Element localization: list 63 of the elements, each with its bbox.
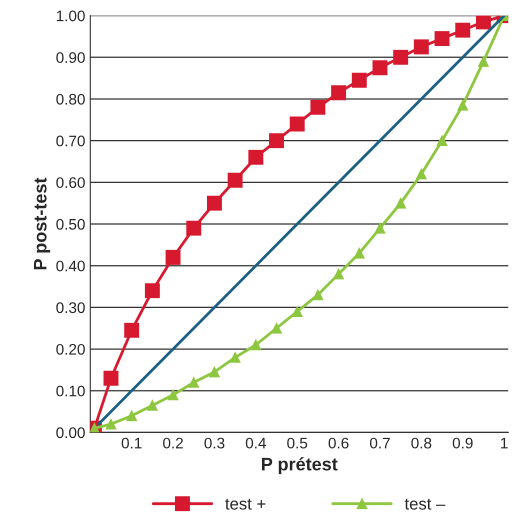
x-tick-label: 0.7	[370, 438, 390, 449]
point	[395, 198, 406, 209]
y-tick-label: 0.10	[56, 386, 85, 396]
y-tick-label: 0.50	[56, 218, 85, 230]
x-tick-label: 0.4	[246, 438, 266, 449]
point	[455, 22, 470, 38]
x-tick-label: 0.6	[328, 438, 349, 449]
y-tick-label: 0.90	[56, 52, 85, 63]
y-axis-title: P post-test	[34, 178, 50, 270]
point	[436, 135, 448, 146]
x-tick-label: 0.3	[204, 438, 224, 449]
point	[478, 56, 489, 67]
y-tick-label: 0.70	[56, 136, 85, 146]
x-tick-label: 0.1	[122, 438, 142, 449]
point	[331, 85, 346, 100]
point	[416, 168, 427, 180]
y-tick-label: 0.80	[56, 94, 85, 105]
point	[146, 400, 158, 411]
point	[434, 31, 450, 46]
point	[248, 150, 264, 165]
y-tick-label: 0.60	[56, 177, 85, 188]
point	[144, 283, 160, 298]
point	[271, 322, 282, 334]
legend-label: test –	[404, 498, 446, 510]
point	[354, 248, 365, 259]
point	[104, 370, 118, 386]
point	[333, 268, 344, 280]
y-tick-label: 0.20	[56, 344, 85, 355]
x-tick-label: 0.5	[287, 438, 308, 449]
point	[186, 220, 202, 236]
point	[457, 100, 468, 111]
point	[106, 418, 116, 430]
point	[209, 366, 220, 378]
point	[230, 352, 241, 363]
point	[374, 222, 386, 234]
point	[168, 390, 178, 400]
x-axis-title: P prétest	[262, 457, 338, 474]
point	[292, 306, 303, 317]
legend-label: test +	[225, 498, 266, 510]
y-tick-label: 0.40	[56, 260, 85, 272]
y-tick-label: 0.00	[56, 427, 85, 438]
point	[414, 39, 429, 54]
point	[269, 133, 284, 148]
point	[228, 172, 243, 188]
point	[206, 196, 222, 211]
point	[310, 100, 326, 115]
x-tick-label: 1	[501, 438, 508, 448]
point	[126, 410, 138, 422]
y-tick-label: 1.00	[56, 10, 85, 22]
point	[372, 60, 388, 76]
point	[188, 377, 200, 388]
point	[476, 16, 491, 30]
point	[290, 116, 305, 132]
y-tick-label: 0.30	[56, 302, 85, 314]
point	[352, 72, 367, 88]
point	[312, 290, 324, 300]
point	[393, 50, 408, 65]
point	[166, 250, 181, 265]
point	[124, 322, 140, 338]
x-tick-label: 0.2	[163, 438, 183, 449]
point	[250, 340, 262, 350]
x-tick-label: 0.9	[452, 438, 473, 449]
x-tick-label: 0.8	[411, 438, 432, 449]
